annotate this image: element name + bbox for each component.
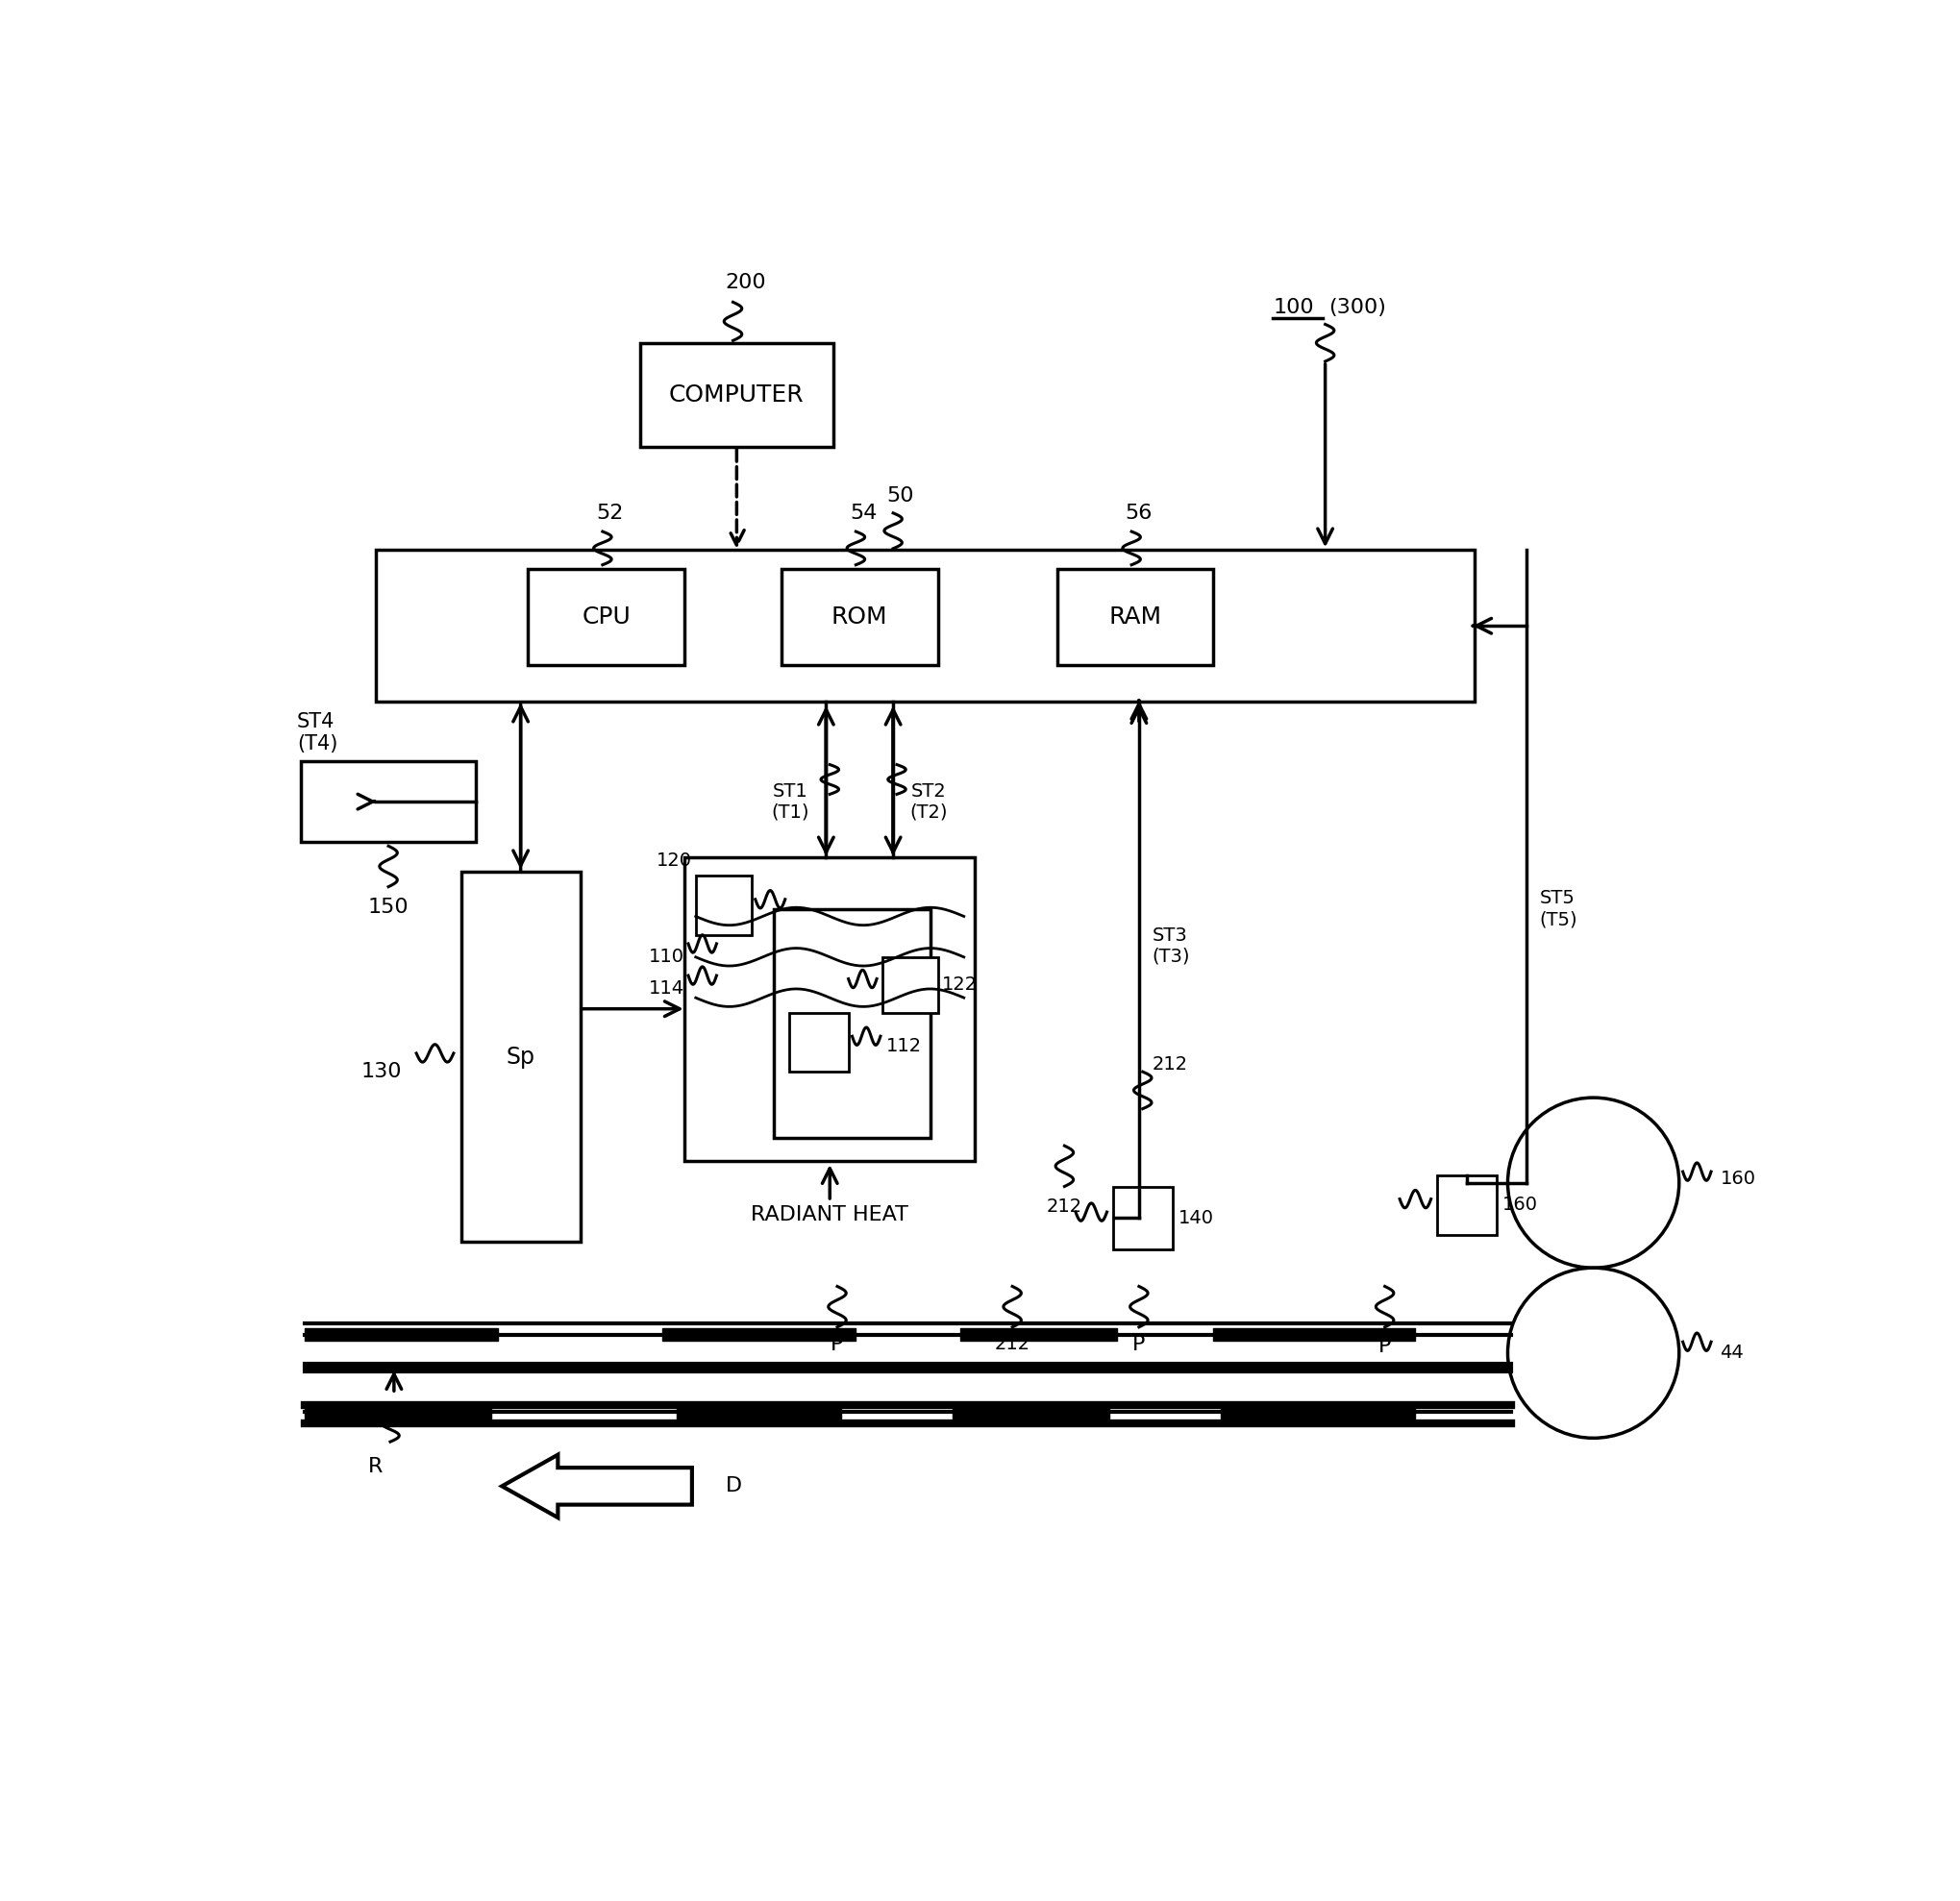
Text: D: D	[725, 1477, 743, 1496]
FancyBboxPatch shape	[782, 568, 937, 665]
Text: 140: 140	[1178, 1209, 1213, 1226]
Text: 212: 212	[1047, 1198, 1082, 1217]
Text: ST4
(T4): ST4 (T4)	[298, 713, 337, 753]
Text: 160: 160	[1721, 1169, 1756, 1188]
FancyBboxPatch shape	[461, 873, 580, 1241]
Text: 212: 212	[994, 1335, 1031, 1354]
Text: 122: 122	[941, 975, 978, 994]
Text: 160: 160	[1503, 1196, 1539, 1215]
Text: RADIANT HEAT: RADIANT HEAT	[751, 1205, 909, 1224]
FancyBboxPatch shape	[684, 857, 974, 1160]
FancyBboxPatch shape	[882, 956, 937, 1013]
Text: CPU: CPU	[582, 605, 631, 627]
Text: 120: 120	[657, 852, 692, 871]
Text: 52: 52	[596, 504, 623, 523]
Text: 112: 112	[886, 1036, 921, 1055]
Text: Sp: Sp	[506, 1046, 535, 1068]
Text: 110: 110	[649, 949, 684, 966]
Text: 114: 114	[649, 979, 684, 998]
Text: 200: 200	[725, 274, 766, 293]
FancyBboxPatch shape	[1437, 1175, 1497, 1234]
Text: 50: 50	[886, 487, 913, 506]
Text: P: P	[1133, 1335, 1145, 1354]
Text: ST2
(T2): ST2 (T2)	[909, 781, 949, 821]
Text: ST1
(T1): ST1 (T1)	[772, 781, 809, 821]
Text: ST3
(T3): ST3 (T3)	[1152, 926, 1190, 966]
FancyBboxPatch shape	[788, 1013, 849, 1072]
Text: 56: 56	[1125, 504, 1152, 523]
Text: P: P	[1378, 1336, 1392, 1355]
Text: RAM: RAM	[1109, 605, 1162, 627]
Text: P: P	[831, 1335, 843, 1354]
Text: 44: 44	[1721, 1344, 1744, 1363]
Text: 100: 100	[1274, 298, 1313, 317]
FancyBboxPatch shape	[774, 909, 931, 1139]
FancyBboxPatch shape	[639, 342, 833, 447]
FancyBboxPatch shape	[527, 568, 684, 665]
FancyArrow shape	[502, 1454, 692, 1517]
FancyBboxPatch shape	[1113, 1186, 1172, 1249]
FancyBboxPatch shape	[302, 760, 476, 842]
Text: 212: 212	[1152, 1055, 1188, 1074]
Text: 150: 150	[368, 897, 410, 916]
Text: ROM: ROM	[831, 605, 888, 627]
Text: COMPUTER: COMPUTER	[668, 384, 804, 407]
Text: ST5
(T5): ST5 (T5)	[1541, 890, 1578, 930]
FancyBboxPatch shape	[376, 549, 1474, 701]
Text: 54: 54	[851, 504, 876, 523]
Text: 130: 130	[361, 1063, 402, 1082]
Text: R: R	[368, 1456, 382, 1475]
FancyBboxPatch shape	[1056, 568, 1213, 665]
Text: (300): (300)	[1329, 298, 1386, 317]
FancyBboxPatch shape	[696, 876, 751, 935]
